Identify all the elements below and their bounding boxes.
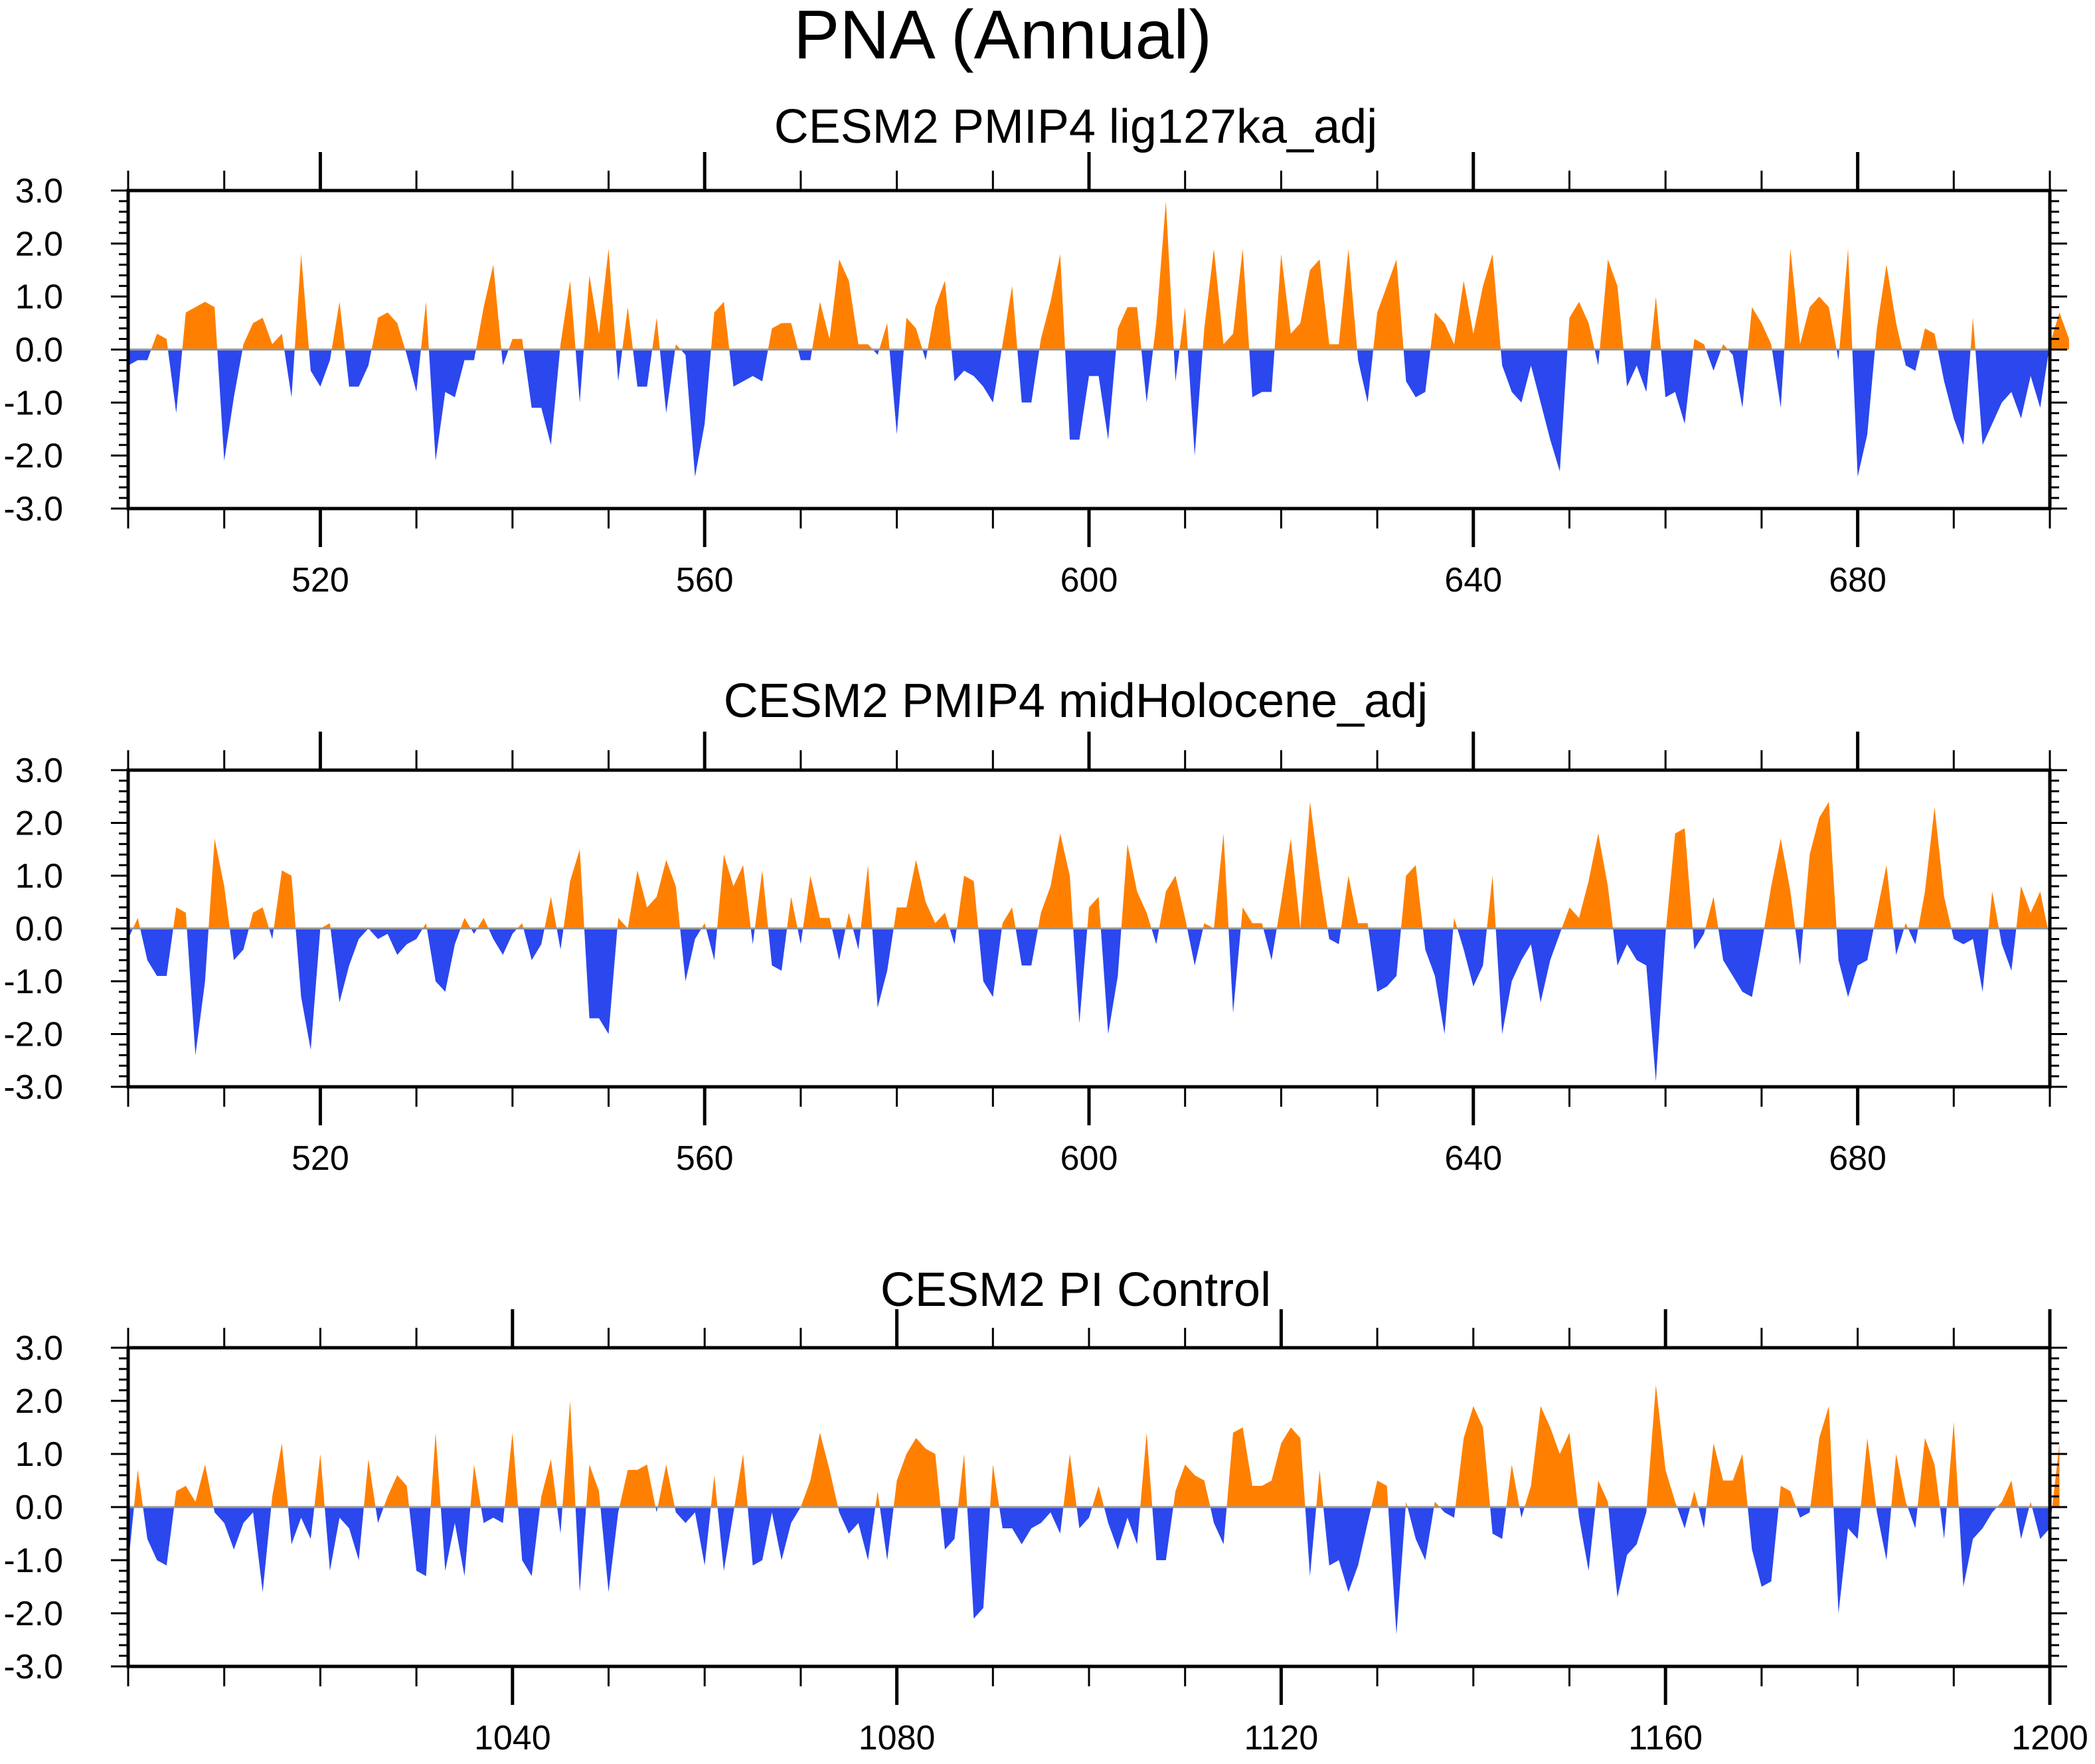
panel-pi-control: CESM2 PI Control 3.0 2.0 1.0 0.0 -1.0 -2.0 -3.…: [3, 1263, 2088, 1757]
y-tick-label: 1.0: [15, 278, 63, 317]
y-tick-label: 3.0: [15, 752, 63, 790]
x-tick-label: 560: [676, 561, 734, 600]
negative-area: [128, 349, 2069, 477]
y-tick-label: 1.0: [15, 857, 63, 896]
y-tick-label: -1.0: [3, 963, 63, 1001]
positive-area: [128, 1385, 2060, 1507]
positive-area: [128, 801, 2050, 929]
x-tick-label: 1080: [859, 1719, 936, 1757]
x-tick-label: 520: [292, 1139, 349, 1178]
y-tick-label: -3.0: [3, 1648, 63, 1686]
panel-midholocene: CESM2 PMIP4 midHolocene_adj 3.0 2.0 1.0 0.0…: [3, 675, 2067, 1178]
plot-area: 3.0 2.0 1.0 0.0 -1.0 -2.0 -3.0 1040 1080 1120 1160…: [3, 1309, 2088, 1757]
y-tick-label: 3.0: [15, 172, 63, 210]
plot-area: 3.0 2.0 1.0 0.0 -1.0 -2.0 -3.0 520 560 600 640 680: [3, 152, 2069, 600]
positive-area: [128, 201, 2069, 350]
negative-area: [128, 1507, 2060, 1635]
x-tick-label: 640: [1444, 561, 1502, 600]
x-tick-label: 600: [1060, 1139, 1118, 1178]
y-tick-label: 3.0: [15, 1329, 63, 1368]
y-tick-label: 2.0: [15, 1382, 63, 1421]
y-tick-label: 0.0: [15, 331, 63, 370]
panel-title: CESM2 PMIP4 lig127ka_adj: [774, 100, 1377, 153]
panel-title: CESM2 PMIP4 midHolocene_adj: [724, 675, 1428, 728]
plot-area: 3.0 2.0 1.0 0.0 -1.0 -2.0 -3.0 520 560 600 640 680: [3, 732, 2067, 1178]
y-tick-label: -1.0: [3, 384, 63, 422]
x-tick-label: 600: [1060, 561, 1118, 600]
y-tick-label: 2.0: [15, 805, 63, 843]
y-tick-label: -3.0: [3, 1068, 63, 1107]
y-tick-label: -1.0: [3, 1542, 63, 1580]
x-tick-label: 680: [1829, 1139, 1886, 1178]
x-tick-label: 1040: [474, 1719, 551, 1757]
panel-title: CESM2 PI Control: [880, 1263, 1271, 1317]
x-tick-label: 1120: [1244, 1719, 1318, 1757]
y-tick-label: 0.0: [15, 1488, 63, 1527]
y-tick-label: -2.0: [3, 1016, 63, 1054]
y-tick-label: 0.0: [15, 910, 63, 949]
x-tick-label: 1200: [2011, 1719, 2088, 1757]
x-tick-label: 520: [292, 561, 349, 600]
x-tick-label: 560: [676, 1139, 734, 1178]
y-tick-label: -2.0: [3, 1595, 63, 1633]
y-tick-label: -2.0: [3, 437, 63, 475]
y-tick-label: 1.0: [15, 1435, 63, 1474]
x-tick-label: 640: [1444, 1139, 1502, 1178]
panel-lig127ka: CESM2 PMIP4 lig127ka_adj 3.0 2.0 1.0 0.0 -1.…: [3, 100, 2069, 600]
y-tick-label: -3.0: [3, 490, 63, 528]
y-tick-label: 2.0: [15, 225, 63, 264]
main-title: PNA (Annual): [794, 0, 1212, 74]
x-tick-label: 1160: [1628, 1719, 1703, 1757]
x-tick-label: 680: [1829, 561, 1886, 600]
negative-area: [128, 928, 2050, 1082]
